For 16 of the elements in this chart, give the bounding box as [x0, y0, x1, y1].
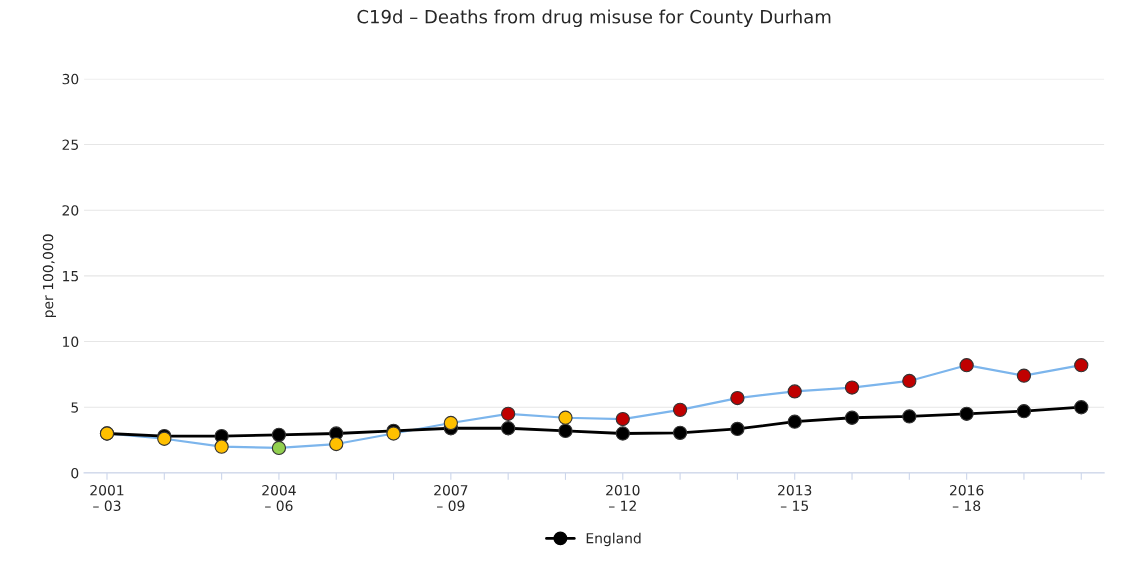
y-tick-label: 20	[62, 205, 79, 216]
y-tick-label: 15	[63, 271, 78, 282]
x-tick-label: 2007 – 09	[434, 484, 468, 512]
x-tick-label: 2013 – 15	[778, 484, 812, 512]
y-tick-label: 10	[63, 336, 79, 348]
chart-title: C19d – Deaths from drug misuse for County Durham	[357, 9, 831, 28]
legend-label: England	[586, 532, 641, 547]
x-tick-label: 2016 – 18	[949, 484, 984, 512]
x-tick-label: 2001 – 03	[90, 484, 124, 512]
x-tick-label: 2004 – 06	[262, 484, 296, 512]
y-tick-label: 30	[62, 73, 79, 85]
y-tick-label: 0	[71, 467, 79, 479]
x-tick-label: 2010 – 12	[606, 484, 640, 511]
y-tick-label: 25	[62, 139, 78, 150]
y-tick-label: 5	[71, 402, 78, 413]
y-axis-title: per 100,000	[42, 234, 56, 318]
